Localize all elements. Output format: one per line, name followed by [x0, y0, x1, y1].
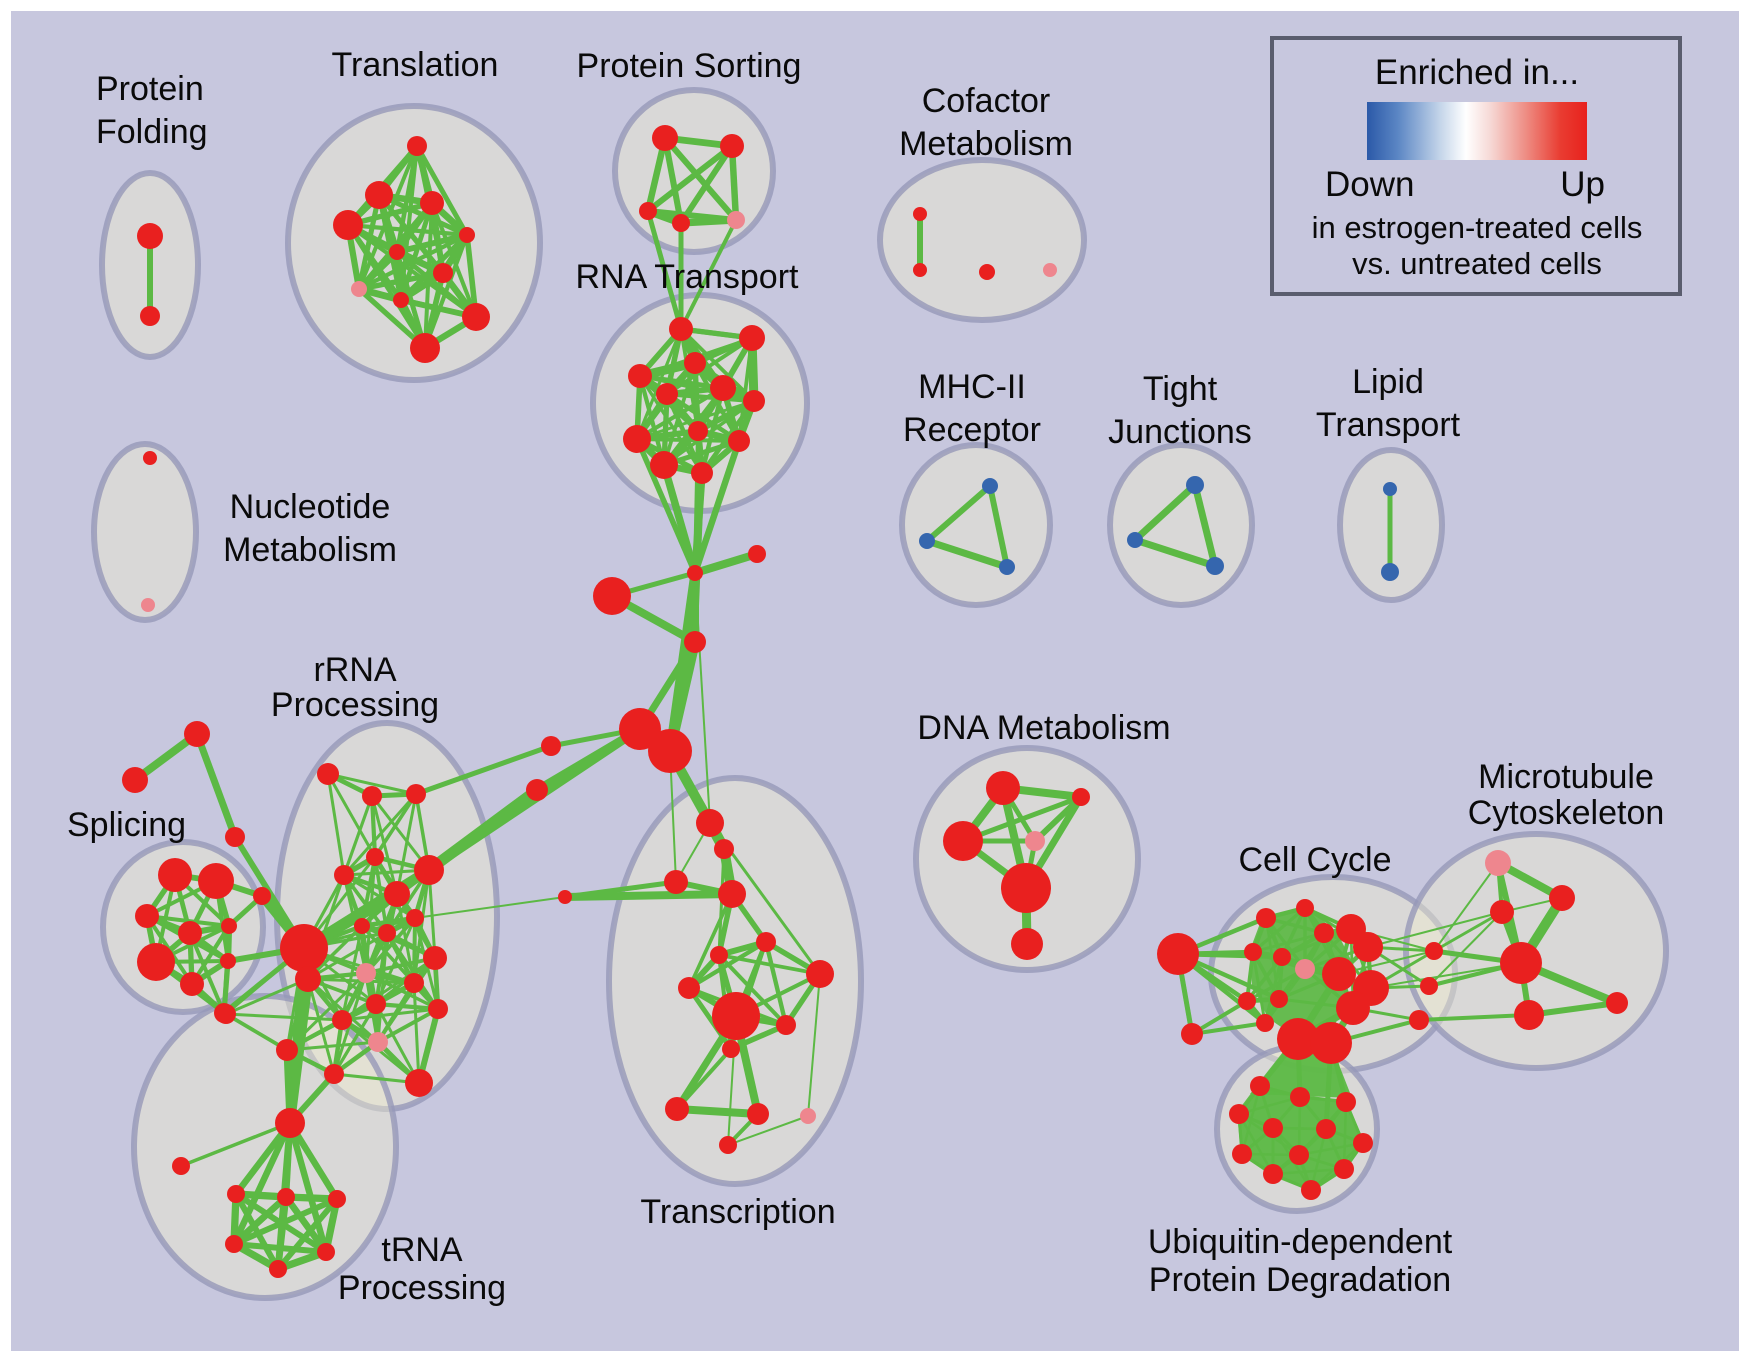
svg-text:Protein Degradation: Protein Degradation	[1149, 1261, 1451, 1299]
svg-text:Cytoskeleton: Cytoskeleton	[1468, 794, 1665, 832]
svg-text:Up: Up	[1560, 165, 1605, 204]
svg-text:Protein: Protein	[96, 70, 204, 108]
svg-text:Cofactor: Cofactor	[922, 82, 1051, 120]
svg-text:Processing: Processing	[271, 686, 439, 724]
svg-text:Tight: Tight	[1143, 370, 1218, 408]
svg-text:rRNA: rRNA	[313, 651, 396, 689]
svg-text:Protein Sorting: Protein Sorting	[577, 47, 802, 85]
svg-text:Enriched in...: Enriched in...	[1375, 53, 1579, 92]
svg-text:DNA Metabolism: DNA Metabolism	[917, 709, 1170, 747]
svg-text:Metabolism: Metabolism	[899, 125, 1073, 163]
svg-text:Translation: Translation	[332, 46, 499, 84]
svg-text:RNA Transport: RNA Transport	[576, 258, 800, 296]
svg-text:Splicing: Splicing	[67, 806, 186, 844]
svg-text:Ubiquitin-dependent: Ubiquitin-dependent	[1148, 1223, 1453, 1261]
svg-text:tRNA: tRNA	[381, 1231, 463, 1269]
svg-text:Folding: Folding	[96, 113, 208, 151]
svg-text:Receptor: Receptor	[903, 411, 1041, 449]
svg-text:in estrogen-treated cells: in estrogen-treated cells	[1312, 210, 1643, 245]
svg-text:Transcription: Transcription	[640, 1193, 835, 1231]
svg-text:Cell Cycle: Cell Cycle	[1238, 841, 1391, 879]
svg-text:MHC-II: MHC-II	[918, 368, 1026, 406]
svg-text:Microtubule: Microtubule	[1478, 758, 1654, 796]
svg-text:Down: Down	[1325, 165, 1414, 204]
svg-text:Junctions: Junctions	[1108, 413, 1252, 451]
svg-text:Transport: Transport	[1316, 406, 1461, 444]
svg-text:Nucleotide: Nucleotide	[230, 488, 391, 526]
svg-text:vs. untreated cells: vs. untreated cells	[1352, 246, 1602, 281]
svg-text:Processing: Processing	[338, 1269, 506, 1307]
svg-text:Lipid: Lipid	[1352, 363, 1424, 401]
svg-text:Metabolism: Metabolism	[223, 531, 397, 569]
